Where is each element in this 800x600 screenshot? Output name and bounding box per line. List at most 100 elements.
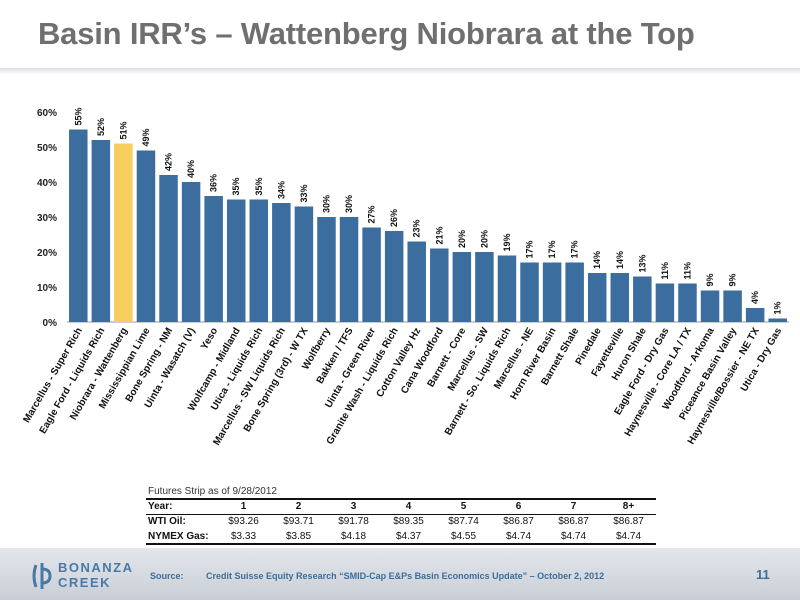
data-label: 49% [141, 128, 151, 146]
bar [745, 308, 765, 322]
source-citation: Source: Credit Suisse Equity Research “S… [150, 571, 604, 581]
bar [678, 283, 697, 322]
bar [430, 248, 449, 322]
data-label: 33% [299, 184, 309, 202]
data-label: 23% [412, 219, 422, 237]
bar [633, 276, 652, 322]
data-label: 27% [367, 205, 377, 223]
x-tick-label: Yeso [199, 326, 220, 352]
bar [700, 290, 720, 322]
data-label: 17% [547, 240, 557, 258]
strip-year: 4 [381, 498, 436, 515]
data-label: 20% [479, 230, 489, 248]
bar [272, 203, 291, 322]
source-text: Credit Suisse Equity Research “SMID-Cap … [206, 571, 605, 581]
strip-cell: $93.26 [228, 516, 259, 528]
strip-row-label: WTI Oil: [148, 516, 186, 528]
bar [475, 252, 494, 322]
bar [610, 273, 630, 322]
strip-cell: $3.85 [271, 529, 326, 545]
strip-cell: $4.74 [491, 529, 546, 545]
bar [91, 140, 111, 322]
data-label: 14% [592, 251, 602, 269]
data-label: 52% [96, 118, 106, 136]
strip-year: 1 [216, 498, 271, 515]
data-label: 17% [570, 240, 580, 258]
bar [249, 199, 269, 322]
data-label: 19% [502, 233, 512, 251]
bar [497, 255, 517, 322]
data-label: 34% [276, 181, 286, 199]
bar [339, 217, 359, 322]
bar [294, 206, 314, 322]
bar [768, 318, 787, 322]
strip-year: 5 [436, 498, 491, 515]
data-label: 13% [637, 254, 647, 272]
bar [362, 227, 381, 322]
strip-cell: $87.74 [448, 516, 479, 528]
strip-row-label: NYMEX Gas: [146, 529, 216, 545]
strip-year: 3 [326, 498, 381, 515]
strip-header-label: Year: [146, 498, 216, 515]
title-divider [0, 68, 800, 74]
y-tick-label: 20% [37, 248, 57, 259]
data-label: 20% [457, 230, 467, 248]
strip-year: 7 [546, 498, 601, 515]
strip-cell: $89.35 [393, 516, 424, 528]
data-label: 51% [118, 121, 128, 139]
source-label: Source: [150, 571, 184, 581]
bar [520, 262, 539, 322]
data-label: 9% [705, 273, 715, 286]
strip-cell: $86.87 [503, 516, 534, 528]
logo-text-line1: BONANZA [58, 560, 134, 575]
bar [181, 182, 201, 322]
y-tick-label: 30% [37, 213, 57, 224]
strip-caption: Futures Strip as of 9/28/2012 [148, 486, 277, 497]
data-label: 4% [750, 291, 760, 304]
data-label: 1% [773, 301, 783, 314]
strip-cell: $86.87 [558, 516, 589, 528]
strip-year: 6 [491, 498, 546, 515]
bar [587, 273, 607, 322]
data-label: 35% [231, 177, 241, 195]
bar [655, 283, 675, 322]
data-label: 40% [186, 160, 196, 178]
data-label: 26% [389, 209, 399, 227]
irr-bar-chart: 0%10%20%30%40%50%60% 55%Marcellus - Super… [21, 107, 789, 447]
strip-cell: $4.74 [601, 529, 656, 545]
bar [204, 196, 223, 322]
futures-strip-table: Year: 1 2 3 4 5 6 7 8+ WTI Oil: $93.26 $… [146, 498, 656, 545]
data-label: 55% [73, 107, 83, 125]
data-label: 21% [434, 226, 444, 244]
footer-bar [0, 548, 800, 600]
logo-text-line2: CREEK [58, 575, 112, 590]
strip-year: 8+ [601, 498, 656, 515]
page-title: Basin IRR’s – Wattenberg Niobrara at the… [38, 16, 695, 51]
strip-cell: $4.18 [326, 529, 381, 545]
bar [69, 129, 88, 322]
data-label: 11% [660, 262, 670, 280]
data-label: 30% [321, 195, 331, 213]
bar [114, 143, 133, 322]
bar [452, 252, 472, 322]
data-label: 9% [728, 273, 738, 286]
y-tick-label: 50% [37, 143, 57, 154]
page-number: 11 [756, 567, 770, 582]
bonanza-creek-logo-icon [32, 563, 52, 589]
strip-cell: $3.33 [216, 529, 271, 545]
y-tick-label: 0% [43, 318, 58, 329]
data-label: 11% [682, 262, 692, 280]
strip-year: 2 [271, 498, 326, 515]
data-label: 35% [254, 177, 264, 195]
bar [317, 217, 336, 322]
bar [407, 241, 426, 322]
strip-cell: $93.71 [283, 516, 314, 528]
strip-cell: $86.87 [613, 516, 644, 528]
strip-cell: $4.37 [381, 529, 436, 545]
strip-row-nymex: NYMEX Gas: $3.33 $3.85 $4.18 $4.37 $4.55… [146, 529, 656, 545]
data-label: 42% [164, 153, 174, 171]
strip-cell: $91.78 [338, 516, 369, 528]
bar [159, 175, 178, 322]
y-tick-label: 60% [37, 108, 57, 119]
strip-row-wti: WTI Oil: $93.26 $93.71 $91.78 $89.35 $87… [146, 514, 656, 529]
